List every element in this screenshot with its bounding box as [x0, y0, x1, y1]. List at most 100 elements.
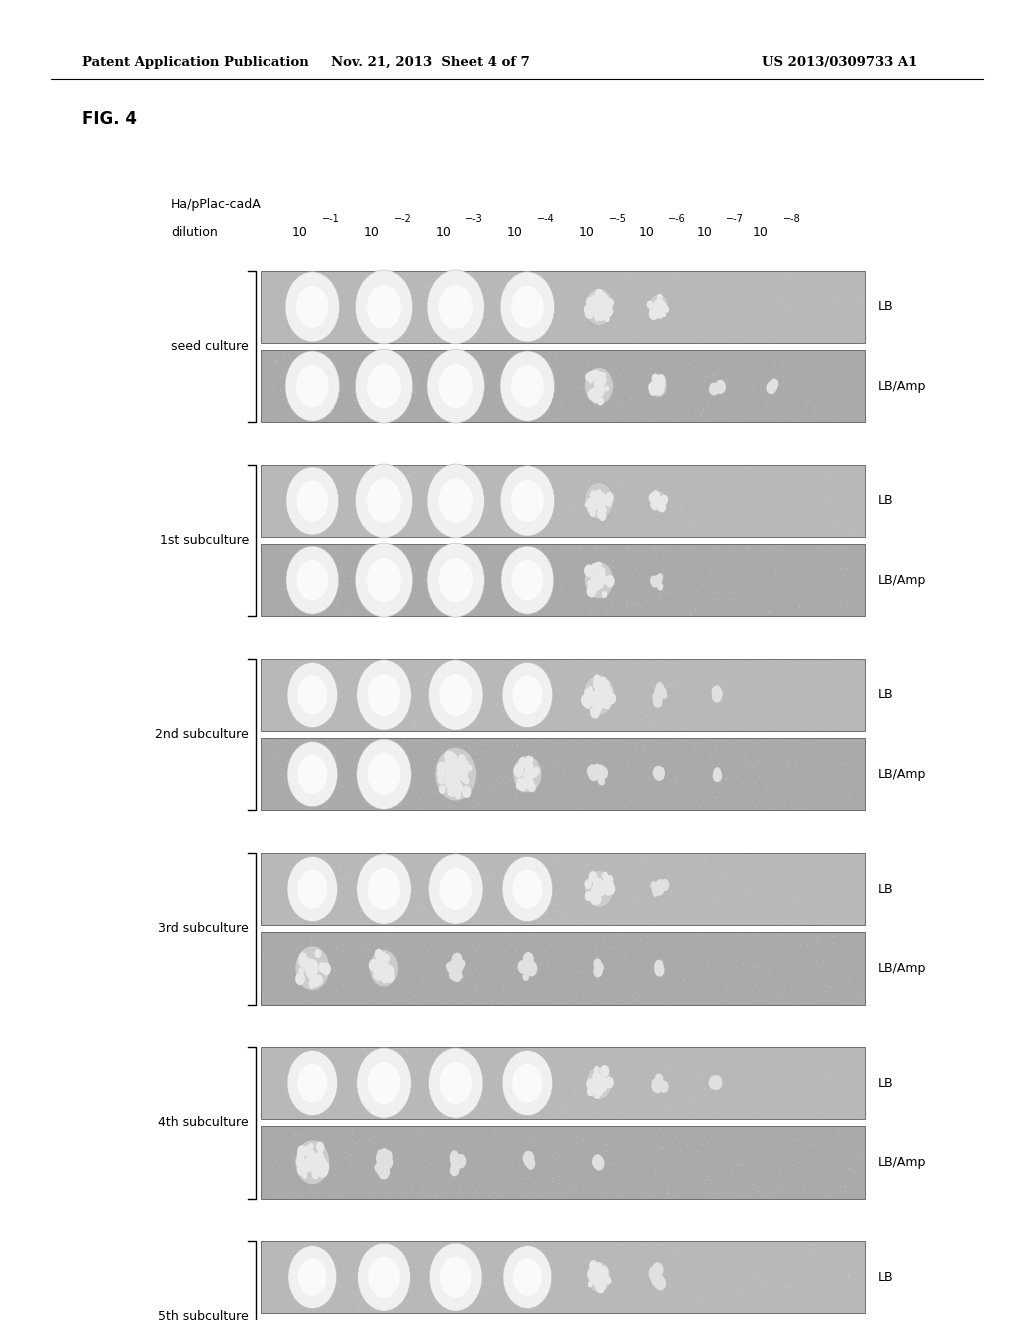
Point: [539, 972, 555, 993]
Text: 10: 10: [696, 226, 713, 239]
Point: [583, 705, 599, 726]
Point: [546, 776, 562, 797]
Point: [346, 751, 362, 772]
Point: [715, 673, 731, 694]
Point: [340, 665, 356, 686]
Point: [404, 549, 421, 570]
Point: [426, 1239, 442, 1261]
Point: [557, 1162, 573, 1183]
Point: [615, 857, 632, 878]
Point: [836, 1049, 852, 1071]
Point: [435, 276, 452, 297]
Point: [647, 909, 664, 931]
Circle shape: [597, 309, 606, 321]
Point: [690, 795, 707, 816]
Circle shape: [310, 977, 314, 982]
Point: [740, 748, 757, 770]
Point: [409, 351, 425, 372]
Point: [558, 1237, 574, 1258]
Point: [418, 1319, 434, 1320]
Point: [771, 544, 787, 565]
Point: [785, 795, 802, 816]
Bar: [261, 1241, 865, 1313]
Point: [734, 264, 751, 285]
Point: [794, 1180, 810, 1201]
Point: [546, 1123, 562, 1144]
Point: [761, 718, 777, 739]
Point: [326, 653, 342, 675]
Point: [660, 360, 677, 381]
Point: [615, 557, 632, 578]
Point: [776, 1064, 793, 1085]
Point: [788, 948, 805, 969]
Point: [494, 317, 510, 338]
Point: [500, 684, 516, 705]
Point: [425, 590, 441, 611]
Point: [802, 956, 818, 977]
Point: [502, 347, 518, 368]
Circle shape: [445, 766, 456, 779]
Point: [843, 279, 859, 300]
Point: [819, 876, 836, 898]
Point: [733, 496, 750, 517]
Point: [275, 305, 292, 326]
Point: [542, 552, 558, 573]
Point: [498, 931, 514, 952]
Point: [837, 688, 853, 709]
Point: [701, 933, 718, 954]
Point: [648, 953, 665, 974]
Point: [541, 974, 557, 995]
Point: [838, 552, 854, 573]
Point: [679, 718, 695, 739]
Point: [510, 404, 526, 425]
Point: [475, 1316, 492, 1320]
Point: [765, 704, 781, 725]
Point: [600, 367, 616, 388]
Point: [558, 789, 574, 810]
Point: [457, 1086, 473, 1107]
Point: [442, 279, 459, 300]
Point: [525, 502, 542, 523]
Circle shape: [522, 964, 532, 977]
Point: [477, 364, 494, 385]
Point: [307, 1254, 324, 1275]
Point: [441, 1077, 458, 1098]
Point: [427, 1255, 443, 1276]
Point: [463, 581, 479, 602]
Point: [479, 1317, 496, 1320]
Point: [855, 354, 871, 375]
Point: [760, 895, 776, 916]
Circle shape: [309, 1143, 313, 1150]
Point: [559, 589, 575, 610]
Point: [276, 779, 293, 800]
Point: [618, 498, 635, 519]
Point: [266, 665, 283, 686]
Point: [284, 657, 300, 678]
Point: [743, 272, 760, 293]
Point: [601, 279, 617, 300]
Point: [681, 576, 697, 597]
Point: [603, 909, 620, 931]
Point: [521, 1082, 538, 1104]
Point: [336, 854, 352, 875]
Point: [428, 969, 444, 990]
Point: [454, 1139, 470, 1160]
Point: [783, 671, 800, 692]
Point: [444, 305, 461, 326]
Point: [741, 519, 758, 540]
Point: [515, 1167, 531, 1188]
Point: [515, 282, 531, 304]
Point: [511, 1171, 527, 1192]
Point: [755, 977, 771, 998]
Point: [552, 1069, 568, 1090]
Point: [384, 1262, 400, 1283]
Point: [364, 504, 380, 525]
Point: [610, 267, 627, 288]
Point: [680, 1175, 696, 1196]
Point: [467, 1254, 483, 1275]
Point: [809, 705, 825, 726]
Point: [601, 268, 617, 289]
Point: [455, 1266, 471, 1287]
Point: [310, 1040, 327, 1061]
Text: 3rd subculture: 3rd subculture: [158, 923, 249, 935]
